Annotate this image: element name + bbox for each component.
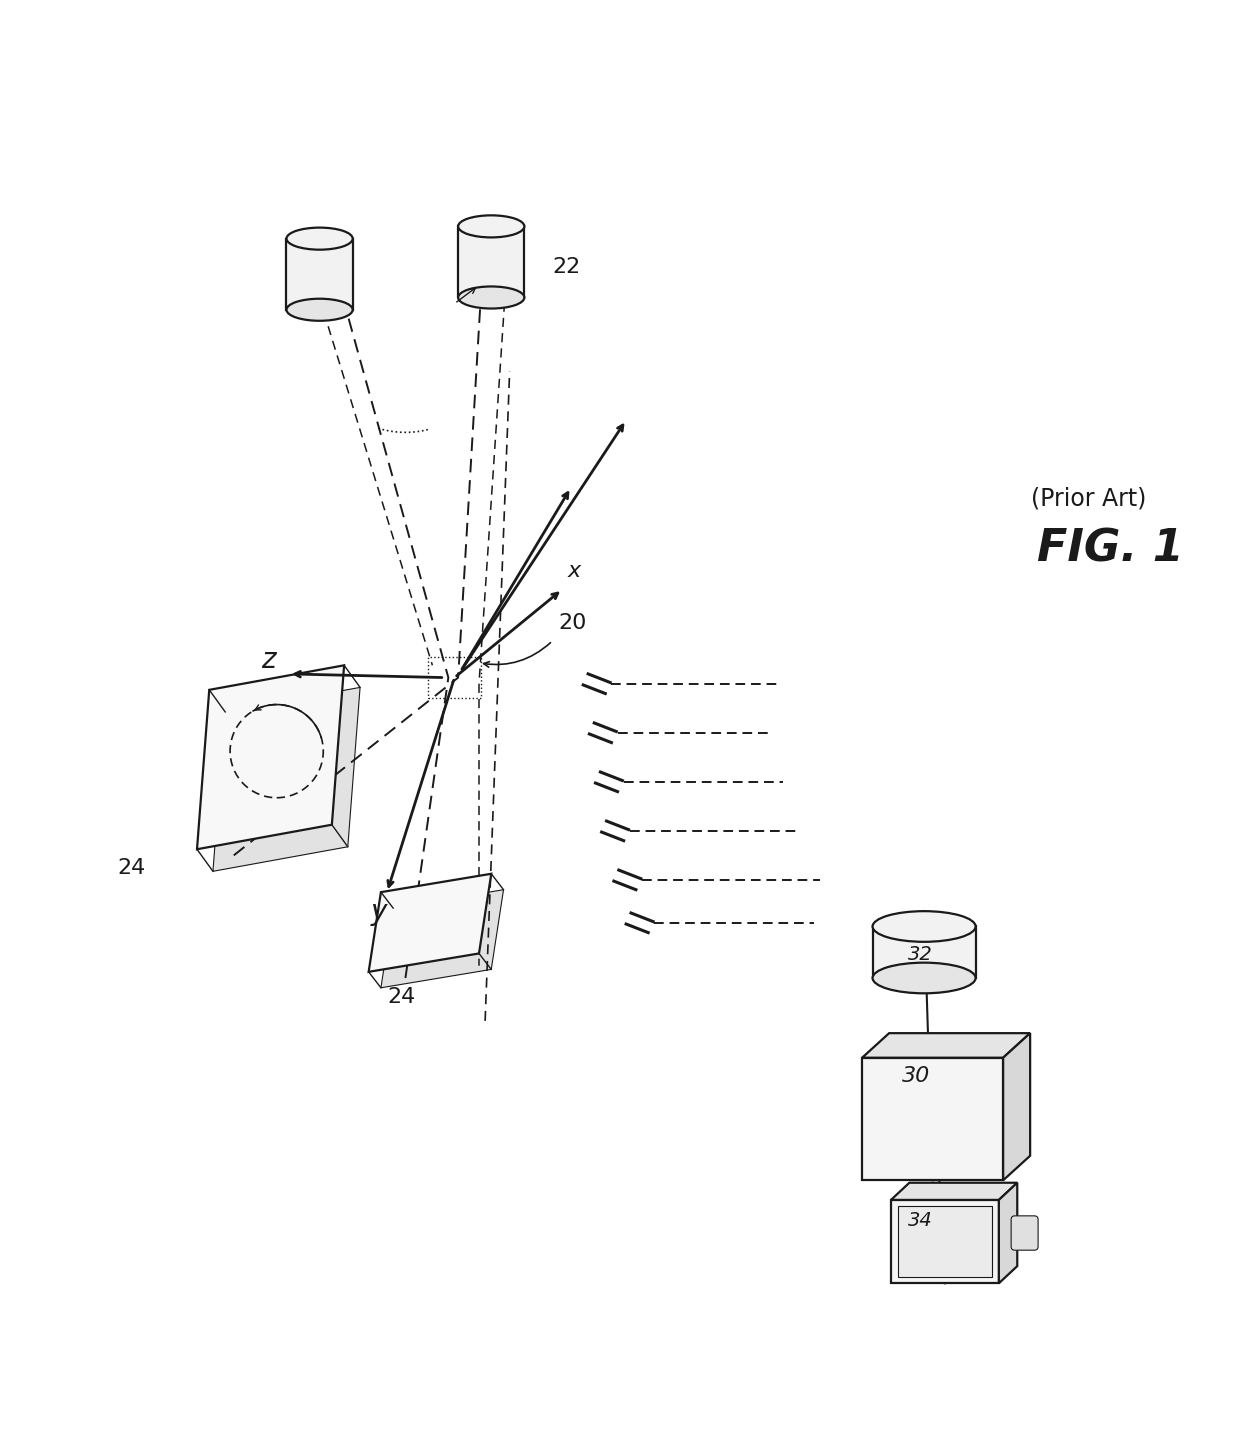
- Polygon shape: [862, 1033, 1030, 1058]
- Text: 34: 34: [908, 1210, 932, 1229]
- Polygon shape: [898, 1206, 992, 1277]
- Text: 22: 22: [553, 256, 580, 277]
- Polygon shape: [1003, 1033, 1030, 1180]
- Ellipse shape: [873, 911, 976, 942]
- Text: x: x: [567, 561, 580, 581]
- Polygon shape: [892, 1183, 1017, 1200]
- Polygon shape: [862, 1058, 1003, 1180]
- Polygon shape: [873, 927, 976, 978]
- Ellipse shape: [286, 298, 352, 321]
- Text: 30: 30: [901, 1066, 930, 1087]
- Text: 24: 24: [387, 987, 415, 1006]
- Text: (Prior Art): (Prior Art): [1030, 487, 1146, 512]
- Text: 24: 24: [118, 857, 145, 878]
- Text: 20: 20: [559, 612, 587, 633]
- Polygon shape: [197, 666, 345, 849]
- Polygon shape: [999, 1183, 1017, 1284]
- Text: z: z: [260, 646, 275, 674]
- Polygon shape: [213, 687, 360, 872]
- Polygon shape: [458, 226, 525, 297]
- FancyBboxPatch shape: [1011, 1216, 1038, 1251]
- Text: 32: 32: [908, 945, 932, 964]
- Polygon shape: [368, 873, 491, 971]
- Polygon shape: [286, 239, 352, 310]
- Ellipse shape: [458, 287, 525, 308]
- Polygon shape: [892, 1200, 999, 1284]
- Ellipse shape: [286, 228, 352, 249]
- Polygon shape: [381, 889, 503, 987]
- Ellipse shape: [873, 963, 976, 993]
- Ellipse shape: [458, 215, 525, 238]
- Text: FIG. 1: FIG. 1: [1037, 527, 1184, 571]
- Text: y: y: [371, 898, 387, 927]
